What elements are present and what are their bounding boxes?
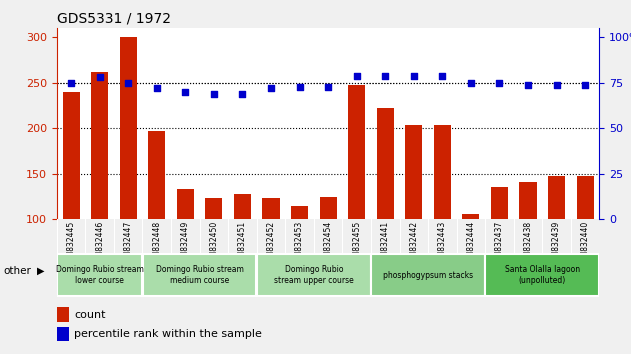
Text: GSM832450: GSM832450	[209, 221, 218, 267]
Bar	[377, 108, 394, 219]
Point	[466, 80, 476, 86]
Text: phosphogypsum stacks: phosphogypsum stacks	[383, 271, 473, 280]
Text: GSM832441: GSM832441	[380, 221, 390, 267]
Point	[495, 80, 505, 86]
Point	[266, 86, 276, 91]
Text: GSM832452: GSM832452	[266, 221, 276, 267]
Text: GSM832439: GSM832439	[552, 221, 561, 267]
Point	[209, 91, 219, 97]
Bar	[291, 206, 308, 219]
Text: GSM832442: GSM832442	[410, 221, 418, 267]
Text: GSM832453: GSM832453	[295, 221, 304, 267]
Bar	[62, 92, 80, 219]
Point	[551, 82, 562, 87]
Bar	[548, 176, 565, 219]
Text: Santa Olalla lagoon
(unpolluted): Santa Olalla lagoon (unpolluted)	[505, 265, 580, 285]
Bar	[348, 85, 365, 219]
Bar	[577, 176, 594, 219]
Point	[66, 80, 76, 86]
Text: Domingo Rubio
stream upper course: Domingo Rubio stream upper course	[274, 265, 354, 285]
Text: GSM832437: GSM832437	[495, 221, 504, 267]
Text: GSM832438: GSM832438	[524, 221, 533, 267]
Bar	[57, 307, 69, 322]
Bar	[57, 327, 69, 341]
Bar	[177, 189, 194, 219]
Text: GSM832447: GSM832447	[124, 221, 133, 267]
Bar	[463, 214, 480, 219]
Text: Domingo Rubio stream
lower course: Domingo Rubio stream lower course	[56, 265, 144, 285]
Text: GSM832449: GSM832449	[181, 221, 190, 267]
Bar	[57, 254, 142, 297]
Text: GSM832448: GSM832448	[152, 221, 162, 267]
Bar	[262, 198, 280, 219]
Text: GSM832445: GSM832445	[67, 221, 76, 267]
Text: GSM832443: GSM832443	[438, 221, 447, 267]
Point	[437, 73, 447, 79]
Bar	[205, 198, 223, 219]
Point	[123, 80, 133, 86]
Bar	[371, 254, 485, 297]
Point	[151, 86, 162, 91]
Bar	[485, 254, 599, 297]
Text: GDS5331 / 1972: GDS5331 / 1972	[57, 12, 171, 26]
Text: GSM832455: GSM832455	[352, 221, 361, 267]
Bar	[234, 194, 251, 219]
Text: percentile rank within the sample: percentile rank within the sample	[74, 329, 262, 339]
Text: other: other	[3, 266, 31, 276]
Point	[237, 91, 247, 97]
Bar	[148, 131, 165, 219]
Text: GSM832451: GSM832451	[238, 221, 247, 267]
Text: GSM832454: GSM832454	[324, 221, 333, 267]
Point	[409, 73, 419, 79]
Text: GSM832446: GSM832446	[95, 221, 104, 267]
Bar	[519, 182, 536, 219]
Point	[351, 73, 362, 79]
Text: Domingo Rubio stream
medium course: Domingo Rubio stream medium course	[156, 265, 244, 285]
Point	[523, 82, 533, 87]
Bar	[319, 197, 337, 219]
Text: count: count	[74, 309, 105, 320]
Text: GSM832440: GSM832440	[581, 221, 589, 267]
Point	[180, 89, 191, 95]
Point	[580, 82, 590, 87]
Bar	[120, 38, 137, 219]
Bar	[433, 125, 451, 219]
Bar	[491, 187, 508, 219]
Text: ▶: ▶	[37, 266, 44, 276]
Point	[295, 84, 305, 90]
Bar	[257, 254, 370, 297]
Bar	[405, 125, 422, 219]
Point	[323, 84, 333, 90]
Bar	[143, 254, 256, 297]
Bar	[91, 72, 108, 219]
Point	[380, 73, 391, 79]
Point	[95, 75, 105, 80]
Text: GSM832444: GSM832444	[466, 221, 475, 267]
